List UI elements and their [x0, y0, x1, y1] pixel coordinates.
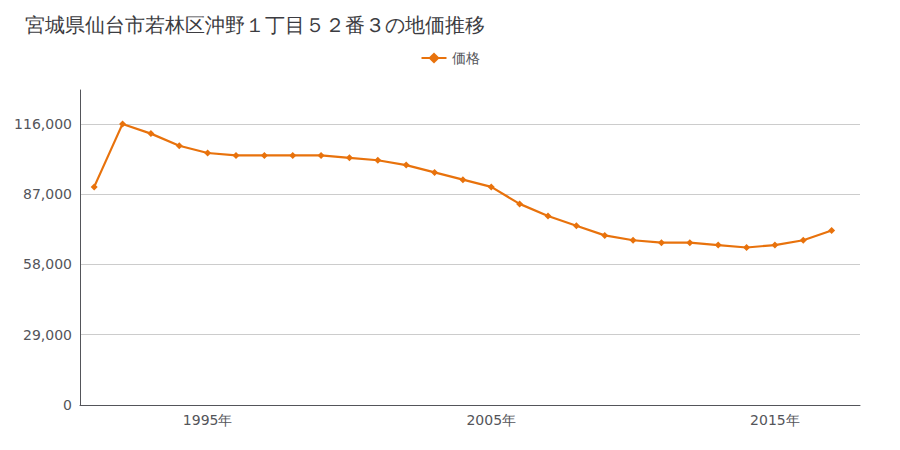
svg-text:価格: 価格 [452, 50, 480, 66]
svg-text:58,000: 58,000 [23, 256, 72, 272]
svg-text:1995年: 1995年 [183, 412, 233, 428]
svg-text:2015年: 2015年 [750, 412, 800, 428]
svg-text:29,000: 29,000 [23, 327, 72, 343]
svg-text:2005年: 2005年 [466, 412, 516, 428]
svg-text:116,000: 116,000 [14, 116, 72, 132]
svg-text:87,000: 87,000 [23, 186, 72, 202]
svg-text:宮城県仙台市若林区沖野１丁目５２番３の地価推移: 宮城県仙台市若林区沖野１丁目５２番３の地価推移 [25, 13, 485, 37]
svg-text:0: 0 [63, 397, 72, 413]
